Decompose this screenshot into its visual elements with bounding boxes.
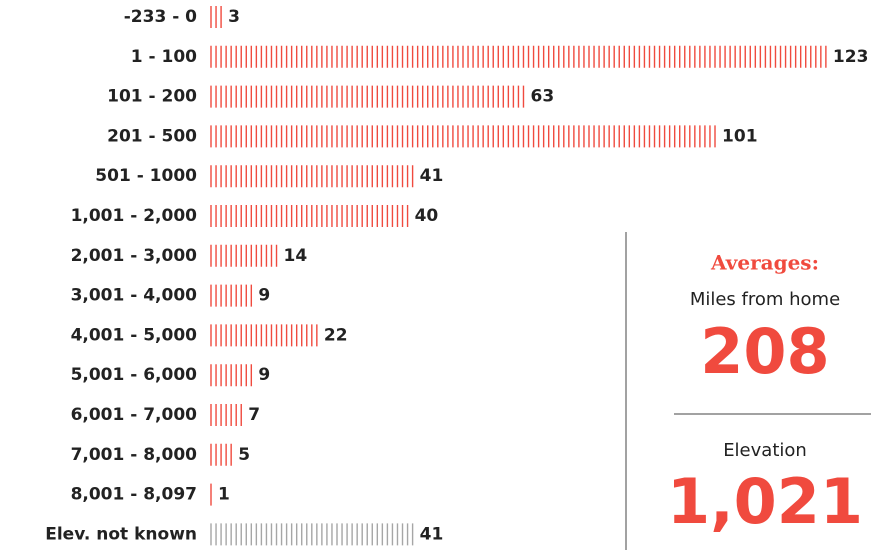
category-label: 501 - 1000 [95, 166, 197, 186]
category-label: Elev. not known [45, 524, 197, 544]
bar [210, 244, 278, 267]
value-label: 41 [420, 166, 444, 186]
bar [210, 45, 827, 68]
bar [210, 523, 414, 546]
category-label: 7,001 - 8,000 [71, 445, 198, 465]
bar [210, 125, 716, 148]
category-label: 101 - 200 [107, 87, 197, 107]
value-label: 41 [420, 524, 444, 544]
value-label: 7 [248, 405, 260, 425]
averages-title: Averages: [710, 251, 819, 275]
bar [210, 443, 232, 466]
category-label: 1,001 - 2,000 [71, 206, 198, 226]
value-label: 40 [415, 206, 439, 226]
value-label: 5 [238, 445, 250, 465]
category-label: 2,001 - 3,000 [71, 246, 198, 266]
category-label: 6,001 - 7,000 [71, 405, 198, 425]
bar [210, 404, 242, 426]
bar [210, 324, 318, 347]
bar [210, 6, 222, 28]
category-label: 1 - 100 [131, 47, 197, 67]
value-label: 63 [531, 87, 555, 107]
bar [210, 165, 414, 188]
category-label: 5,001 - 6,000 [71, 365, 198, 385]
average-value: 1,021 [667, 465, 863, 538]
average-value: 208 [700, 315, 829, 388]
value-label: 9 [258, 365, 270, 385]
bar [210, 85, 525, 108]
value-label: 22 [324, 325, 348, 345]
value-label: 3 [228, 7, 240, 27]
category-label: 201 - 500 [107, 126, 197, 146]
average-label: Elevation [723, 440, 807, 461]
value-label: 1 [218, 485, 230, 505]
category-label: 3,001 - 4,000 [71, 286, 198, 306]
value-label: 14 [284, 246, 308, 266]
value-label: 123 [833, 47, 869, 67]
value-label: 9 [258, 286, 270, 306]
category-label: 4,001 - 5,000 [71, 325, 198, 345]
category-label: -233 - 0 [124, 7, 197, 27]
value-label: 101 [722, 126, 758, 146]
bar [210, 364, 253, 387]
average-label: Miles from home [690, 289, 840, 310]
category-label: 8,001 - 8,097 [71, 485, 197, 505]
bar [210, 284, 253, 307]
bar [210, 205, 409, 227]
